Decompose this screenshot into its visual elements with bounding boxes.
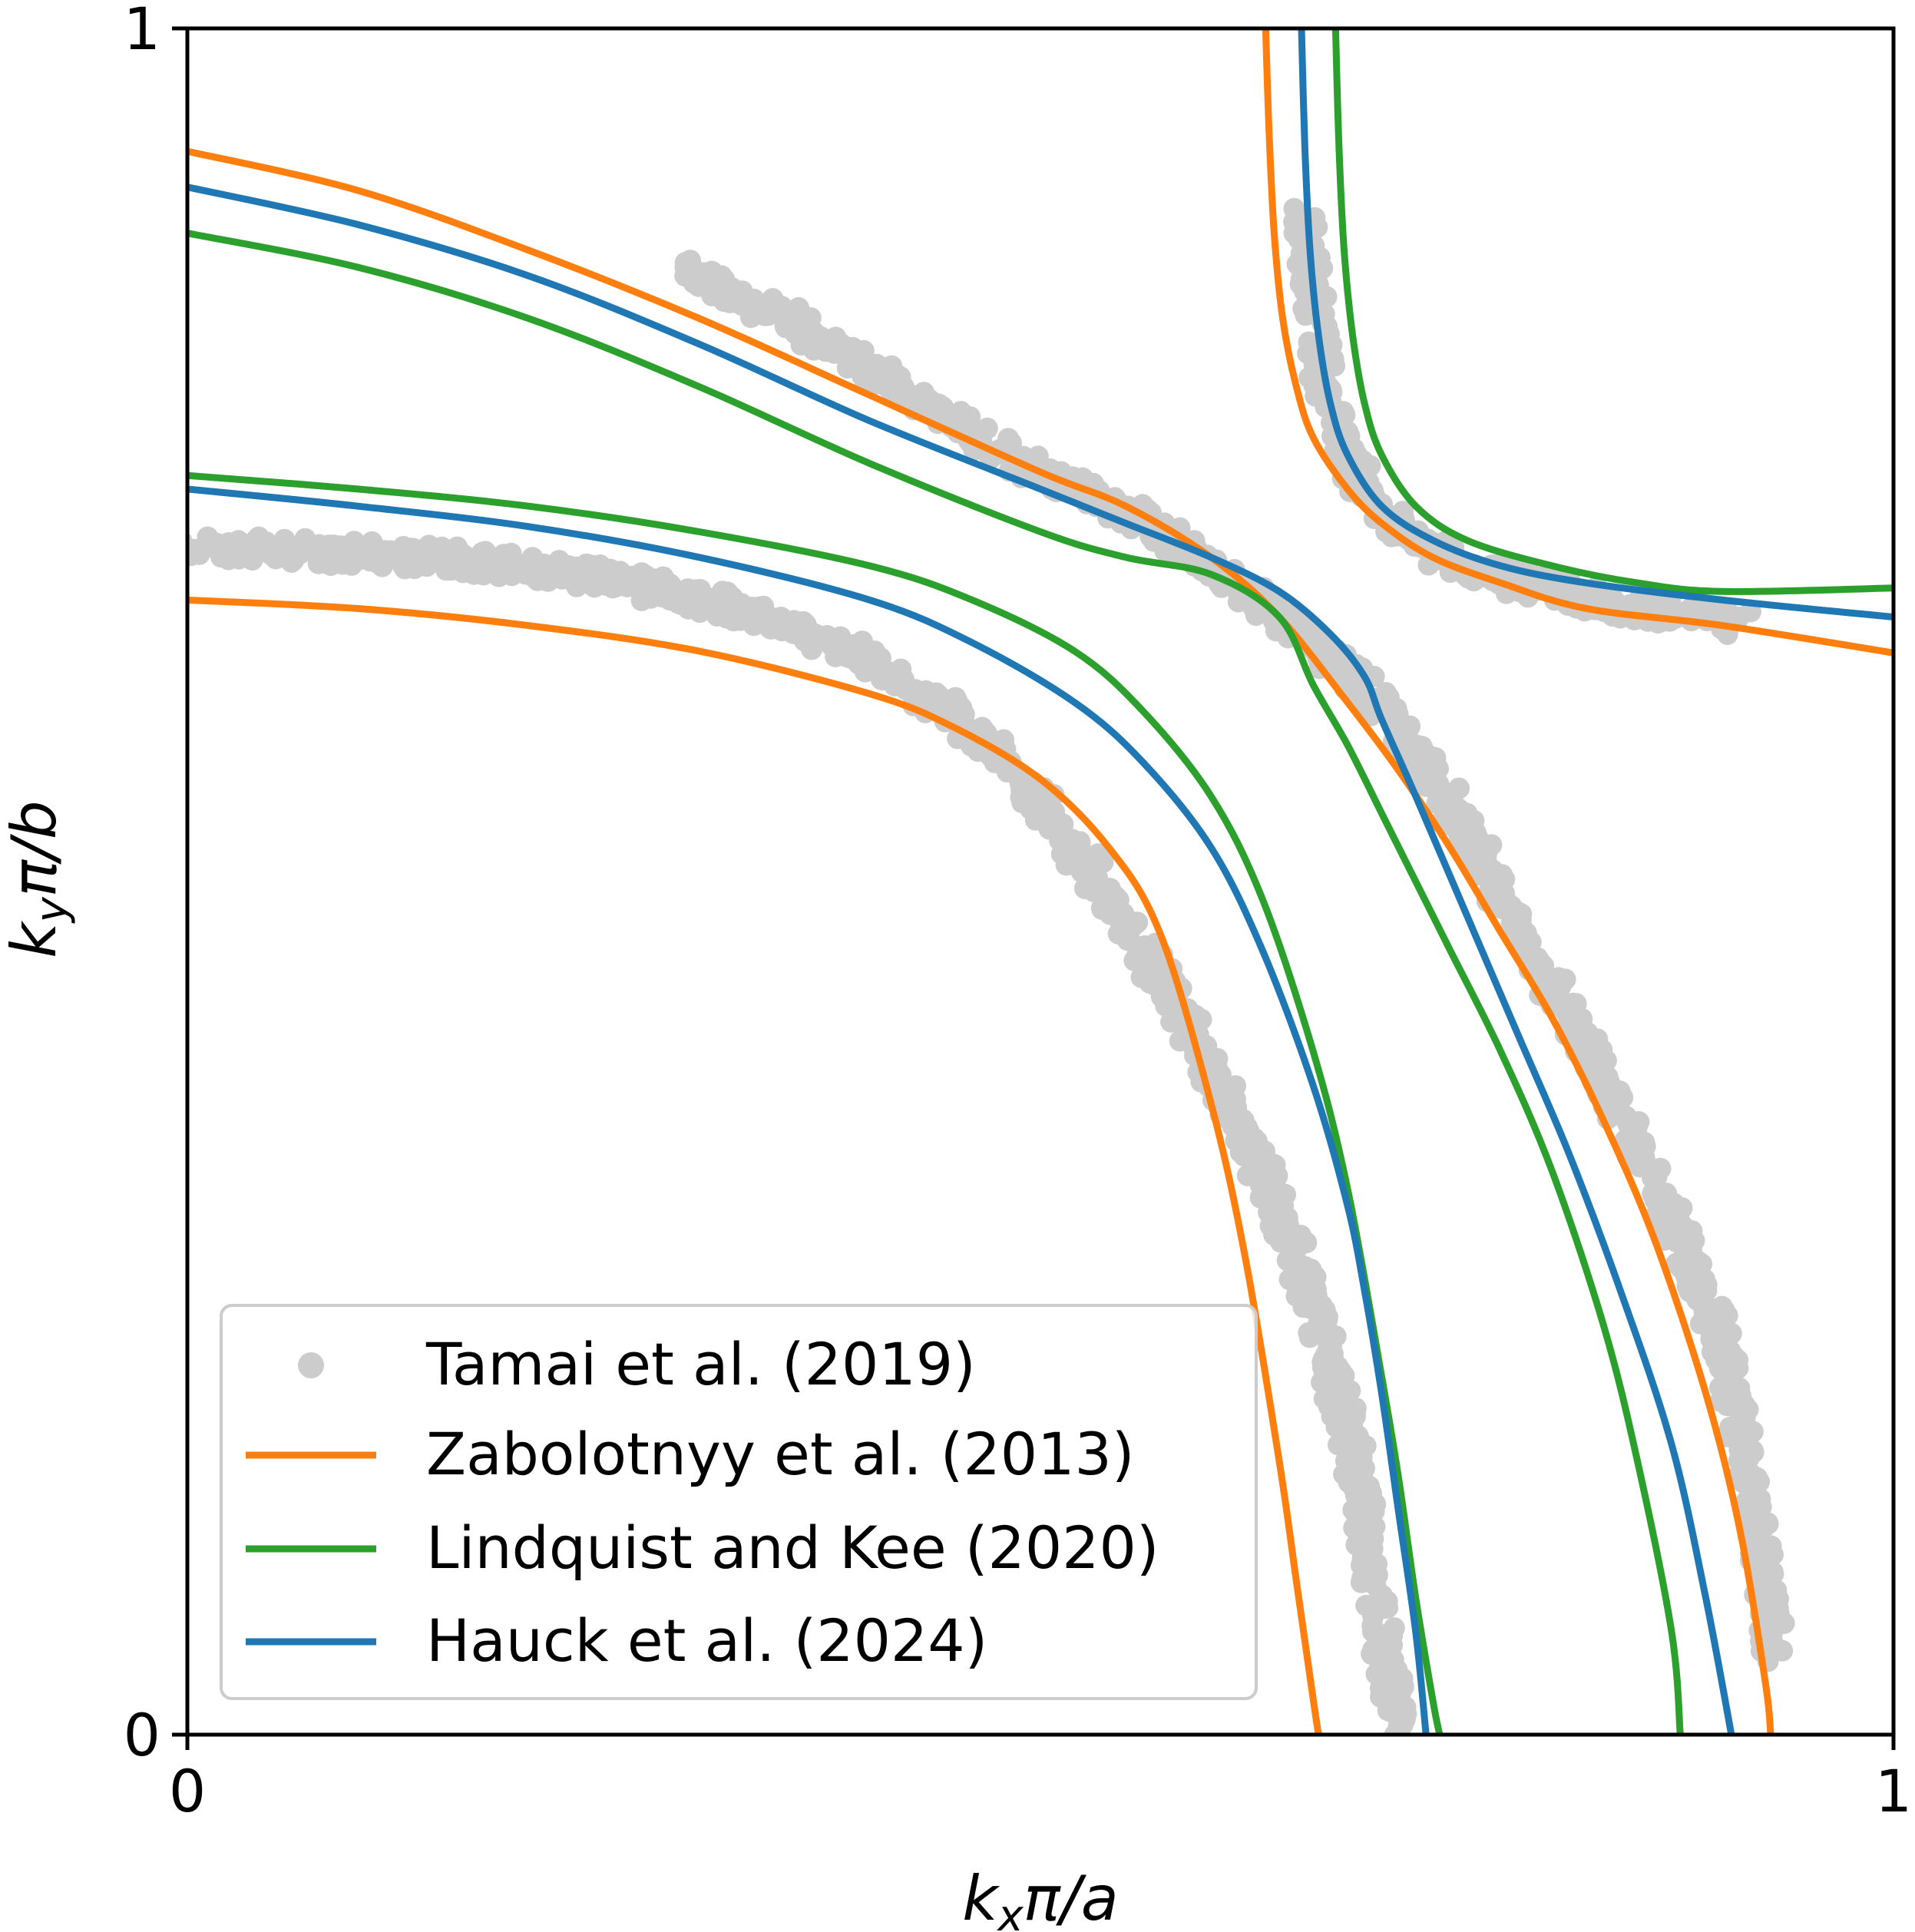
scatter-point — [1337, 1461, 1359, 1483]
x-axis-label-k: k — [962, 1863, 1000, 1932]
scatter-point — [1285, 1239, 1308, 1261]
lines-layer — [187, 28, 1894, 1735]
scatter-point — [1161, 990, 1183, 1012]
scatter-point — [1387, 1715, 1410, 1735]
scatter-point — [343, 531, 365, 553]
scatter-point — [703, 587, 726, 610]
scatter-point — [1097, 890, 1120, 912]
scatter-point — [1254, 1155, 1276, 1177]
scatter-point — [1321, 352, 1344, 375]
scatter-point — [1332, 1430, 1354, 1452]
scatter-point — [280, 551, 303, 573]
scatter-point — [689, 601, 711, 624]
x-axis-label: kxπ/a — [962, 1863, 1119, 1932]
scatter-point — [685, 579, 707, 601]
scatter-point — [650, 585, 673, 607]
legend-box — [220, 1304, 1258, 1700]
y-tick-label-1: 1 — [124, 0, 160, 63]
scatter-point — [1433, 790, 1455, 812]
series-line-lindquist-branch-0 — [187, 471, 1444, 1735]
series-line-hauck-branch-1 — [187, 184, 1735, 1735]
scatter-point — [1286, 1277, 1308, 1299]
series-line-hauck-branch-2 — [1298, 28, 1894, 621]
series-line-zabolotnyy-branch-1 — [187, 147, 1774, 1735]
scatter-point — [968, 420, 991, 442]
scatter-point — [1225, 1097, 1248, 1119]
legend: Tamai et al. (2019) Zabolotnyy et al. (2… — [220, 1304, 1258, 1700]
legend-marker-tamai — [298, 1352, 324, 1378]
scatter-point — [415, 555, 438, 577]
scatter-point — [373, 540, 395, 562]
scatter-point — [1487, 888, 1509, 911]
scatter-point — [1305, 1266, 1327, 1288]
scatter-point — [924, 686, 947, 708]
scatter-point — [731, 280, 753, 303]
series-line-lindquist-branch-1 — [187, 230, 1684, 1735]
legend-label-tamai: Tamai et al. (2019) — [425, 1330, 976, 1398]
scatter-point — [630, 590, 653, 611]
scatter-point — [1683, 1229, 1705, 1252]
scatter-point — [1295, 304, 1317, 326]
y-tick-label-0: 0 — [124, 1701, 160, 1769]
scatter-point — [475, 541, 496, 563]
scatter-point — [566, 575, 587, 597]
scatter-point — [273, 528, 296, 551]
scatter-point — [847, 637, 869, 659]
scatter-point — [1355, 1570, 1378, 1593]
plot-frame — [185, 26, 1896, 1737]
scatter-point — [1743, 1522, 1765, 1544]
scatter-point — [1601, 586, 1623, 608]
scatter-point — [1720, 1322, 1742, 1345]
y-axis-label-rest: π/b — [0, 800, 70, 897]
scatter-point — [926, 395, 948, 417]
scatter-point — [1315, 286, 1338, 308]
series-line-lindquist-branch-2 — [1331, 28, 1894, 595]
scatter-point — [1233, 1145, 1255, 1167]
x-tick-label-0: 0 — [169, 1757, 206, 1825]
scatter-point — [1341, 1397, 1363, 1419]
scatter-point — [1703, 1312, 1725, 1335]
scatter-point — [1350, 1530, 1372, 1552]
scatter-point — [1541, 981, 1563, 1003]
legend-label-lindquist: Lindquist and Kee (2020) — [426, 1514, 1159, 1582]
legend-label-zabolotnyy: Zabolotnyy et al. (2013) — [426, 1420, 1135, 1488]
series-line-zabolotnyy-branch-0 — [187, 596, 1322, 1735]
x-axis-label-rest: π/a — [1024, 1863, 1119, 1932]
scatter-point — [1576, 1040, 1599, 1062]
scatter-point — [1686, 1279, 1708, 1302]
scatter-point — [341, 548, 363, 570]
scatter-point — [721, 592, 743, 614]
y-axis-label-k: k — [0, 921, 70, 958]
y-axis-label: kyπ/b — [0, 800, 77, 958]
scatter-point — [649, 571, 671, 592]
ticks-layer: 0 1 0 1 — [124, 0, 1913, 1825]
y-axis-label-sub: y — [27, 896, 77, 924]
series-line-zabolotnyy-branch-2 — [1262, 28, 1894, 657]
x-tick-label-1: 1 — [1875, 1757, 1912, 1825]
series-line-hauck-branch-0 — [187, 485, 1430, 1735]
x-axis-label-sub: x — [997, 1891, 1024, 1932]
scatter-point — [1771, 1639, 1794, 1662]
legend-label-hauck: Hauck et al. (2024) — [426, 1606, 987, 1675]
scatter-point — [865, 353, 888, 375]
